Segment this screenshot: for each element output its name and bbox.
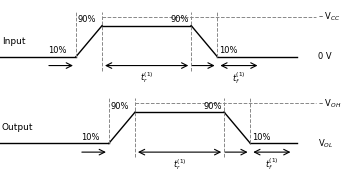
Text: $t_f^{(1)}$: $t_f^{(1)}$ [265,157,279,169]
Text: 90%: 90% [204,102,222,111]
Text: 90%: 90% [78,15,96,24]
Text: – V$_{OH}$: – V$_{OH}$ [318,97,342,110]
Text: – V$_{CC}$: – V$_{CC}$ [318,11,341,23]
Text: 90%: 90% [171,15,190,24]
Text: $t_r^{(1)}$: $t_r^{(1)}$ [173,157,186,169]
Text: 10%: 10% [252,133,271,142]
Text: 0 V: 0 V [318,52,331,61]
Text: 10%: 10% [48,46,66,55]
Text: Output: Output [2,123,33,132]
Text: $t_r^{(1)}$: $t_r^{(1)}$ [140,70,154,85]
Text: 10%: 10% [219,46,238,55]
Text: Input: Input [2,37,25,46]
Text: V$_{OL}$: V$_{OL}$ [318,137,333,150]
Text: 90%: 90% [110,102,129,111]
Text: 10%: 10% [81,133,99,142]
Text: $t_f^{(1)}$: $t_f^{(1)}$ [232,70,246,86]
